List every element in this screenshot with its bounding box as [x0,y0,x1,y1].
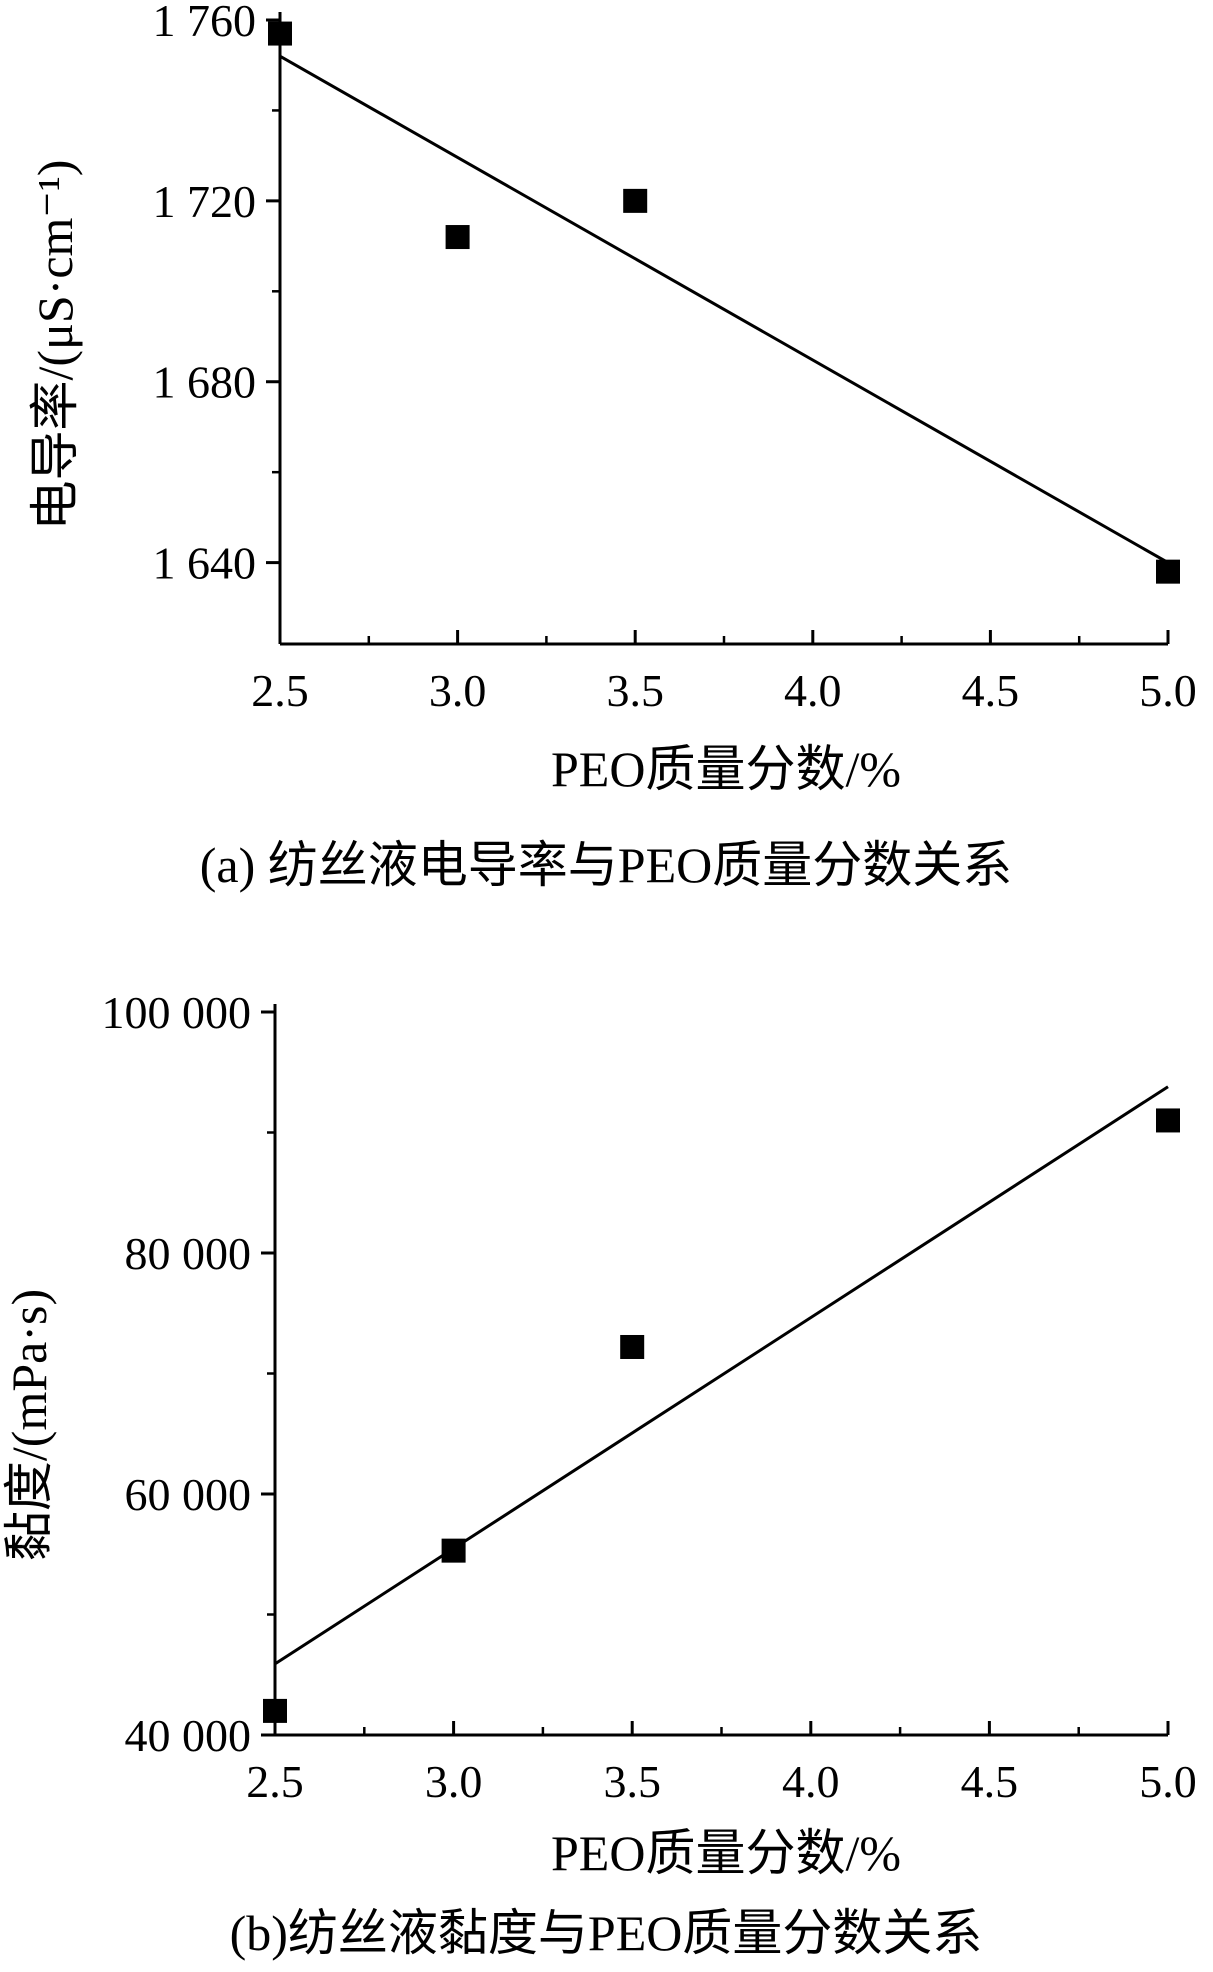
panel-a-y-axis-label: 电导率/(μS·cm⁻¹) [27,160,83,531]
panel-a-y-tick-label: 1 720 [153,176,257,227]
panel-b-x-tick-label: 5.0 [1139,1756,1197,1807]
panel-a-data-point [623,188,648,213]
panel-b-data-point [263,1698,287,1723]
panel-b-y-tick-label: 80 000 [125,1228,252,1279]
panel-b-x-tick-label: 3.0 [425,1756,483,1807]
panel-a-y-tick-label: 1 640 [153,538,257,589]
panel-a-caption: (a) 纺丝液电导率与PEO质量分数关系 [200,837,1012,893]
panel-a-x-axis-label: PEO质量分数/% [551,741,901,797]
panel-b-x-tick-label: 2.5 [246,1756,304,1807]
panel-b-x-tick-label: 4.0 [782,1756,840,1807]
panel-a-x-tick-label: 3.5 [606,665,664,716]
panel-b-x-axis-label: PEO质量分数/% [551,1825,901,1881]
panel-a-data-point [1156,559,1180,584]
panel-b-data-point [1156,1108,1180,1133]
panel-b-data-point [441,1538,466,1563]
panel-a-conductivity: 电导率/(μS·cm⁻¹) PEO质量分数/% (a) 纺丝液电导率与PEO质量… [27,0,1197,893]
panel-a-x-tick-label: 3.0 [429,665,487,716]
panel-a-x-tick-label: 5.0 [1139,665,1197,716]
panel-b-x-tick-label: 3.5 [603,1756,661,1807]
panel-b-data-point [620,1334,645,1359]
panel-a-y-tick-label: 1 680 [153,357,257,408]
panel-b-x-tick-label: 4.5 [961,1756,1019,1807]
panel-b-viscosity: 黏度/(mPa·s) PEO质量分数/% (b)纺丝液黏度与PEO质量分数关系 … [1,987,1197,1961]
panel-a-x-tick-label: 2.5 [251,665,309,716]
panel-a-x-tick-label: 4.0 [784,665,842,716]
panel-b-fit-line [274,1085,1169,1666]
panel-b-y-tick-label: 100 000 [102,987,252,1038]
panel-a-fit-line [279,54,1169,564]
panel-a-data-point [445,225,470,250]
panel-a-y-tick-label: 1 760 [153,0,257,46]
panel-b-caption: (b)纺丝液黏度与PEO质量分数关系 [230,1905,983,1961]
panel-b-y-tick-label: 40 000 [125,1710,252,1761]
panel-a-data-point [268,21,292,46]
panel-a-x-tick-label: 4.5 [962,665,1020,716]
panel-b-y-tick-label: 60 000 [125,1469,252,1520]
panel-b-y-axis-label: 黏度/(mPa·s) [1,1289,57,1561]
